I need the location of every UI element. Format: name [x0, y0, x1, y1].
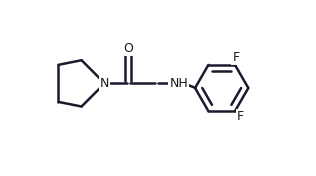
Text: O: O — [123, 42, 133, 55]
Text: F: F — [237, 110, 244, 123]
Text: F: F — [232, 52, 240, 64]
Text: NH: NH — [169, 77, 188, 90]
Text: N: N — [100, 77, 109, 90]
